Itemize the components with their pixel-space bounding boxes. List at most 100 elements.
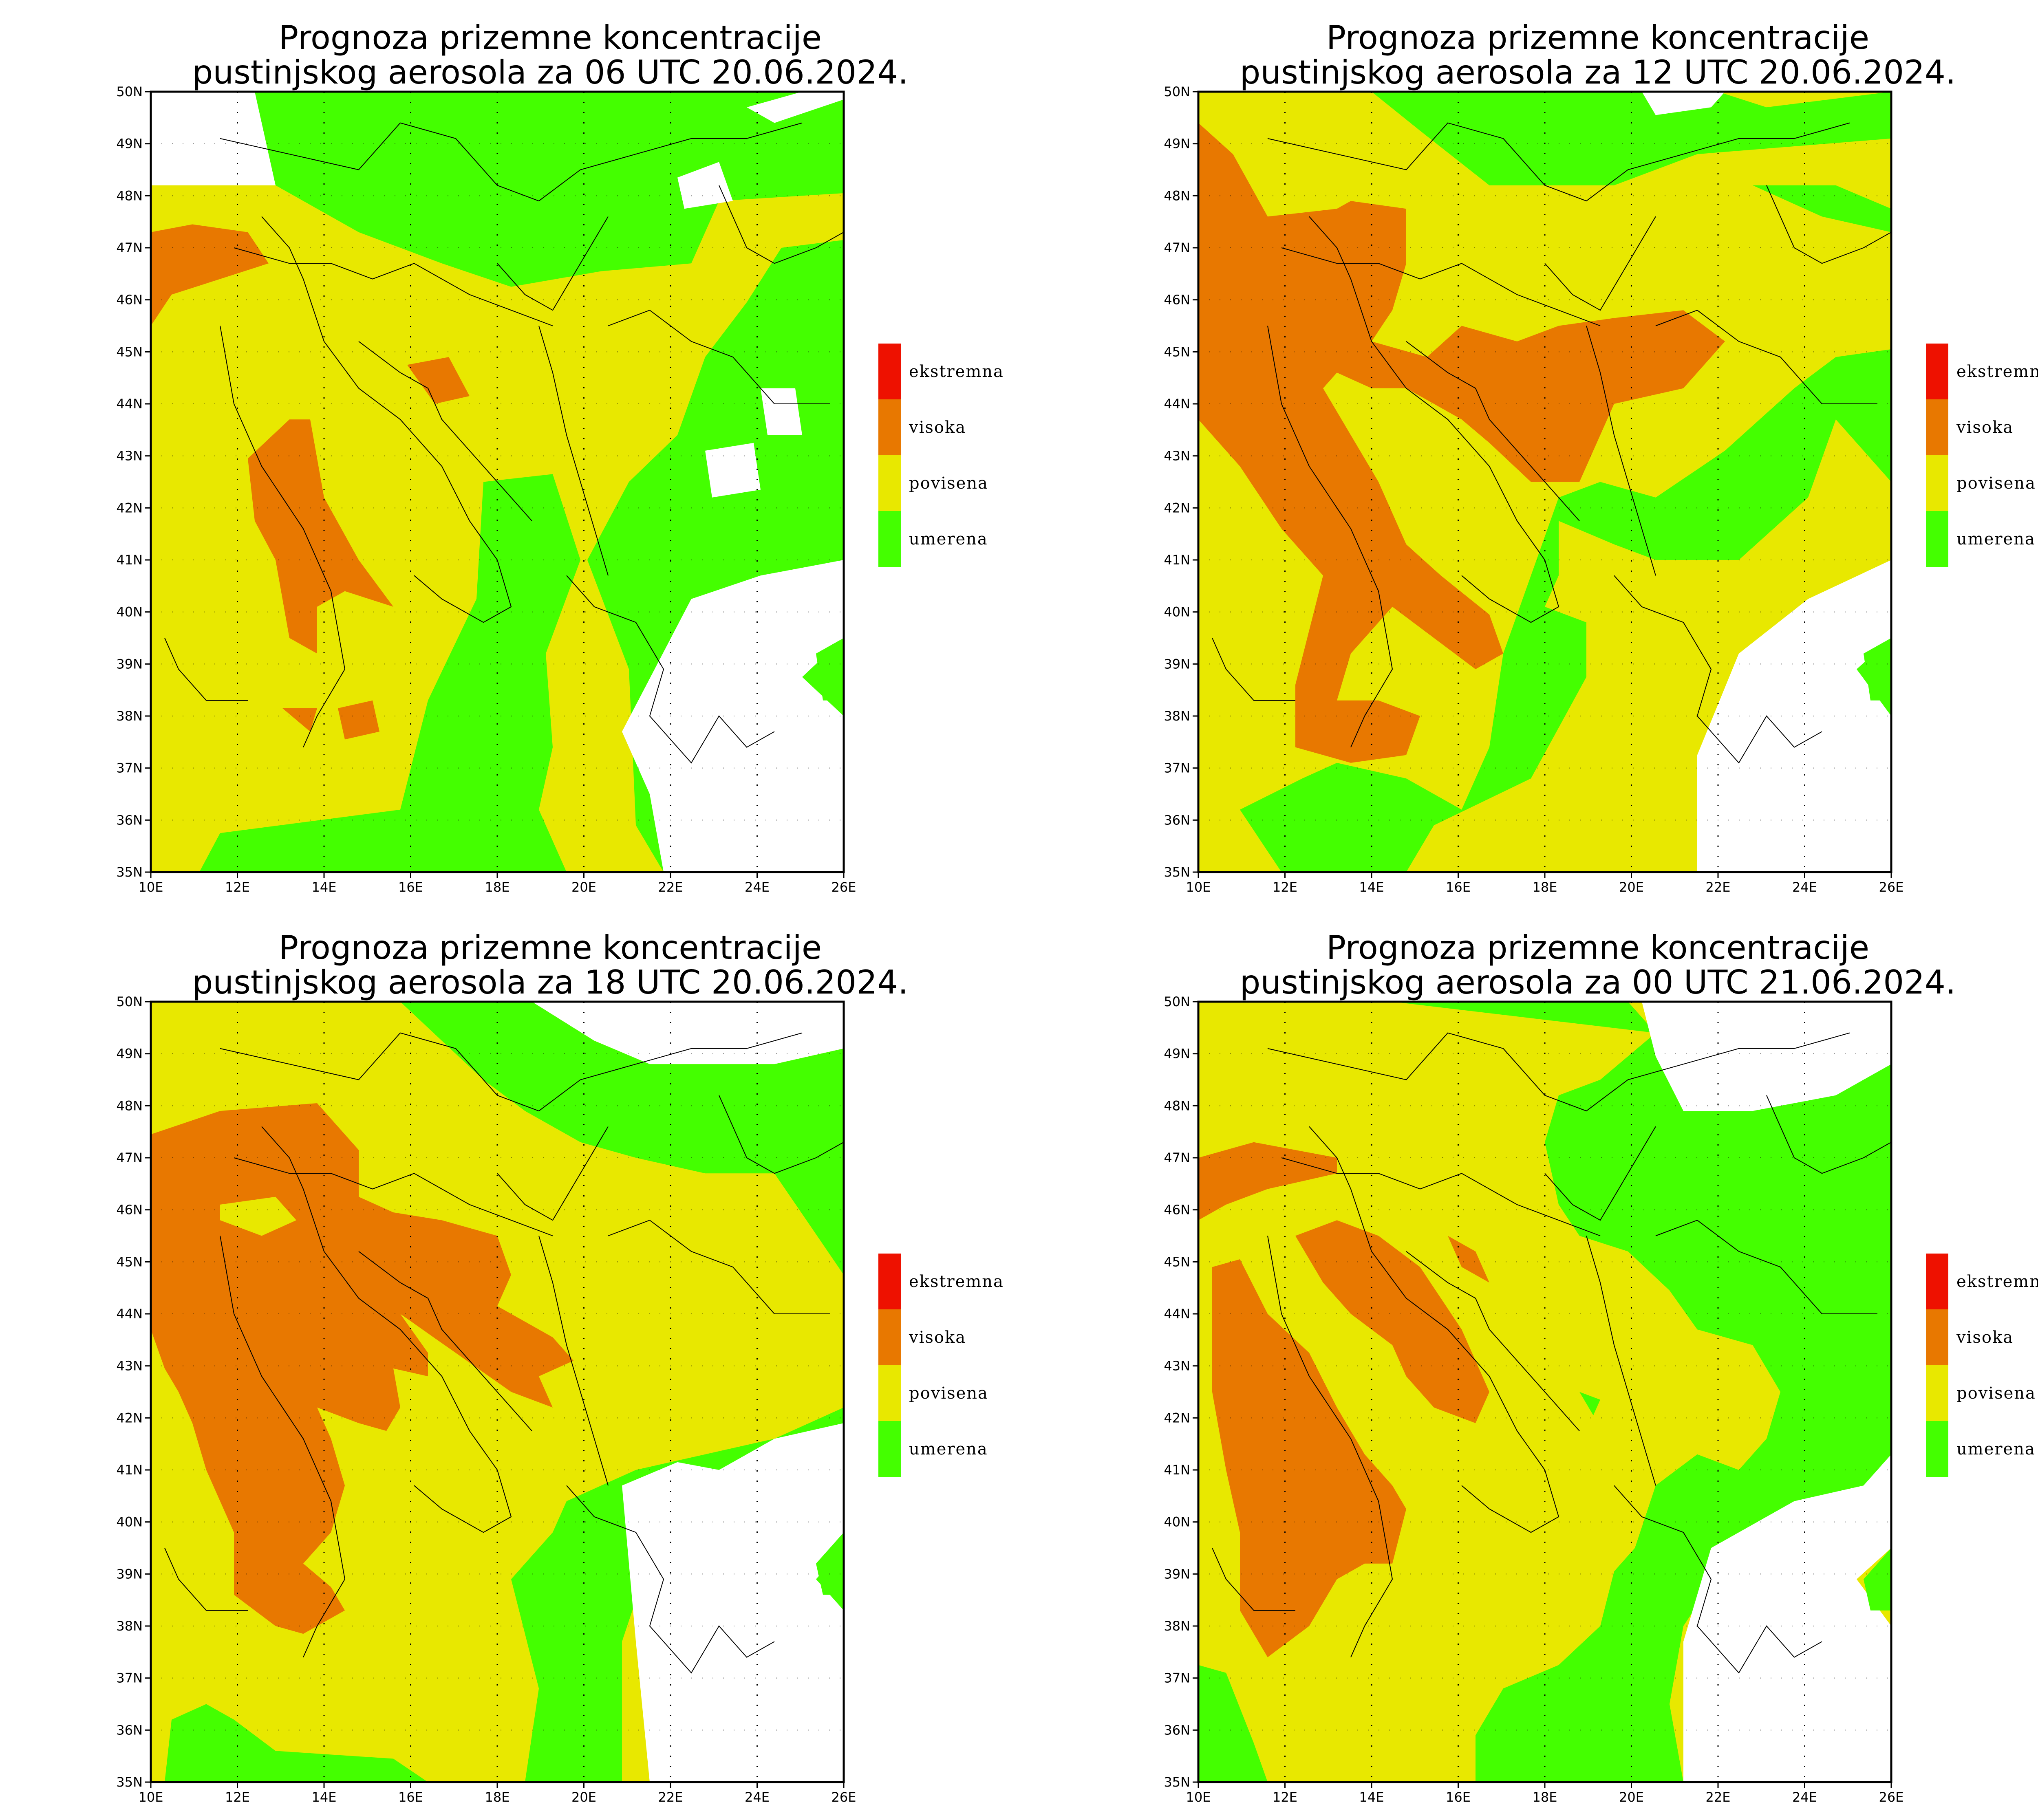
lat-tick-label: 36N: [1164, 812, 1190, 828]
border-line: [1268, 123, 1850, 201]
legend-label-umerena: umerena: [909, 1440, 988, 1459]
lon-tick-label: 22E: [658, 1789, 683, 1805]
map-panel-p18: Prognoza prizemne koncentracijepustinjsk…: [116, 929, 1004, 1805]
zone-visoka: [248, 419, 394, 654]
border-line: [497, 1126, 608, 1220]
border-line: [1281, 248, 1600, 326]
border-line: [567, 1485, 774, 1673]
zone-no_data: [1642, 92, 1725, 115]
lon-tick-label: 16E: [1446, 1789, 1471, 1805]
lon-tick-label: 18E: [1533, 879, 1557, 895]
zone-no_data: [1642, 1002, 1891, 1111]
border-line: [1656, 1220, 1877, 1314]
lat-tick-label: 35N: [116, 864, 143, 880]
legend-label-ekstremna: ekstremna: [909, 1272, 1004, 1291]
lat-tick-label: 45N: [1164, 1254, 1190, 1269]
border-line: [719, 1095, 844, 1174]
lat-tick-label: 48N: [1164, 188, 1190, 203]
lon-tick-label: 22E: [1706, 1789, 1731, 1805]
lat-tick-label: 41N: [1164, 552, 1190, 568]
zone-no_data: [532, 1002, 844, 1064]
zone-umerena: [816, 1532, 844, 1595]
zone-no_data: [747, 92, 844, 123]
legend-label-visoka: visoka: [909, 418, 966, 437]
map-panel-p06: Prognoza prizemne koncentracijepustinjsk…: [116, 19, 1004, 895]
lon-tick-label: 20E: [571, 879, 596, 895]
zone-no_data: [1697, 560, 1891, 872]
map-area: [151, 92, 844, 872]
lat-tick-label: 35N: [116, 1774, 143, 1790]
zone-umerena: [165, 1704, 428, 1782]
lat-tick-label: 42N: [1164, 500, 1190, 516]
panel-title-line1: Prognoza prizemne koncentracije: [1326, 929, 1869, 967]
lat-tick-label: 41N: [116, 1462, 143, 1478]
lat-tick-label: 47N: [116, 240, 143, 256]
lat-tick-label: 36N: [1164, 1722, 1190, 1738]
border-line: [1268, 1236, 1392, 1657]
lon-tick-label: 14E: [1359, 879, 1384, 895]
lon-tick-label: 12E: [1273, 1789, 1297, 1805]
lat-tick-label: 43N: [116, 1358, 143, 1374]
legend-swatch-ekstremna: [1926, 344, 1948, 399]
lat-tick-label: 46N: [116, 1202, 143, 1218]
border-line: [359, 342, 532, 521]
legend: ekstremna visoka povisena umerena: [1926, 344, 2038, 567]
lat-tick-label: 38N: [116, 708, 143, 724]
lon-tick-label: 12E: [225, 879, 250, 895]
lat-tick-label: 40N: [116, 1514, 143, 1530]
legend-swatch-ekstremna: [878, 1254, 901, 1309]
border-line: [220, 123, 802, 201]
border-line: [220, 1236, 345, 1657]
lat-tick-label: 45N: [1164, 344, 1190, 359]
lat-tick-label: 37N: [116, 1670, 143, 1686]
panel-title-line2: pustinjskog aerosola za 00 UTC 21.06.202…: [1240, 963, 1956, 1001]
lat-tick-label: 39N: [116, 1566, 143, 1582]
legend-swatch-visoka: [878, 399, 901, 455]
legend-label-umerena: umerena: [1956, 530, 2036, 549]
lon-tick-label: 14E: [312, 879, 337, 895]
lon-tick-label: 16E: [398, 879, 423, 895]
lat-tick-label: 37N: [116, 760, 143, 776]
map-panel-p12: Prognoza prizemne koncentracijepustinjsk…: [1164, 19, 2038, 895]
border-line: [1281, 1158, 1600, 1236]
lat-tick-label: 44N: [116, 1306, 143, 1322]
lon-tick-label: 20E: [571, 1789, 596, 1805]
lat-tick-label: 47N: [1164, 240, 1190, 256]
lon-tick-label: 10E: [139, 879, 163, 895]
lat-tick-label: 38N: [1164, 708, 1190, 724]
border-line: [567, 575, 774, 763]
lon-tick-label: 24E: [745, 879, 770, 895]
legend-swatch-ekstremna: [1926, 1254, 1948, 1309]
border-line: [608, 1220, 830, 1314]
lon-tick-label: 16E: [398, 1789, 423, 1805]
legend-swatch-povisena: [878, 455, 901, 511]
border-line: [262, 1126, 511, 1532]
lat-tick-label: 50N: [116, 84, 143, 99]
lat-tick-label: 49N: [116, 1046, 143, 1062]
zone-umerena: [1864, 1548, 1891, 1611]
legend-label-povisena: povisena: [1956, 474, 2036, 493]
lon-tick-label: 26E: [1879, 879, 1904, 895]
zone-visoka: [407, 357, 470, 404]
map-frame: [150, 1000, 845, 1783]
lat-tick-label: 43N: [116, 448, 143, 464]
zone-visoka: [1295, 1220, 1489, 1423]
lon-tick-label: 24E: [1792, 1789, 1817, 1805]
zone-no_data: [1683, 1454, 1891, 1782]
legend-label-ekstremna: ekstremna: [909, 362, 1004, 381]
lat-tick-label: 49N: [116, 136, 143, 152]
lat-tick-label: 49N: [1164, 1046, 1190, 1062]
zone-umerena: [1392, 1002, 1891, 1782]
zone-visoka: [1448, 1236, 1489, 1283]
panel-title-line2: pustinjskog aerosola za 12 UTC 20.06.202…: [1240, 53, 1956, 91]
zone-umerena: [1198, 1665, 1268, 1782]
legend-swatch-ekstremna: [878, 344, 901, 399]
panel-title-line1: Prognoza prizemne koncentracije: [279, 929, 822, 967]
lat-tick-label: 49N: [1164, 136, 1190, 152]
border-line: [1268, 1033, 1850, 1111]
lat-tick-label: 35N: [1164, 1774, 1190, 1790]
lat-tick-label: 40N: [1164, 604, 1190, 620]
legend-swatch-umerena: [1926, 511, 1948, 567]
border-line: [165, 1548, 248, 1611]
